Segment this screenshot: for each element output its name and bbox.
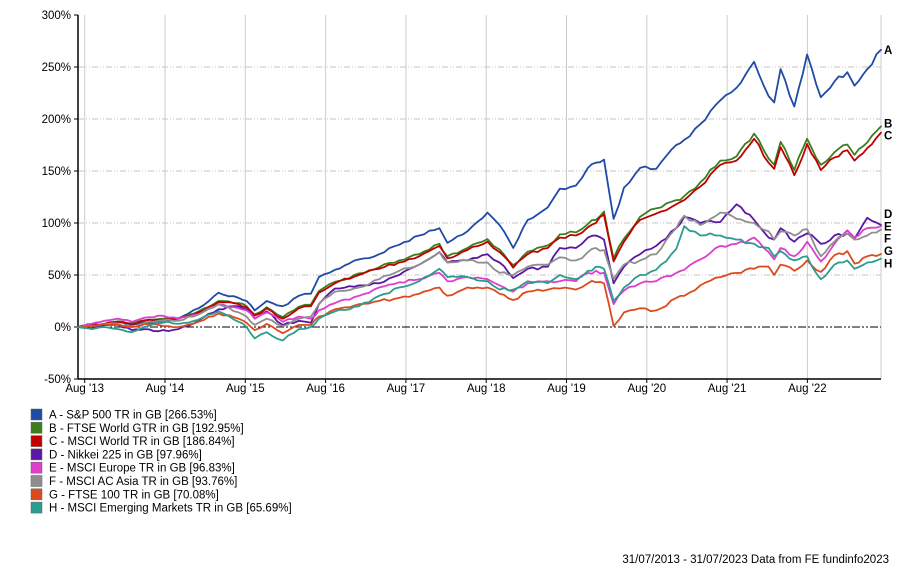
- series-endpoint-label-C: C: [884, 131, 892, 143]
- legend-label-F: F - MSCI AC Asia TR in GB [93.76%]: [49, 476, 237, 488]
- legend-item-H: H - MSCI Emerging Markets TR in GB [65.6…: [30, 501, 292, 515]
- series-C-line: [77, 131, 882, 328]
- series-B-line: [77, 125, 882, 328]
- legend-item-E: E - MSCI Europe TR in GB [96.83%]: [30, 461, 235, 475]
- series-endpoint-label-B: B: [884, 118, 892, 130]
- x-tick-label: Aug '16: [306, 383, 345, 395]
- y-tick-label: 300%: [42, 10, 71, 22]
- legend-swatch-F: [30, 475, 43, 487]
- x-tick-label: Aug '20: [627, 383, 666, 395]
- x-tick-label: Aug '21: [708, 383, 747, 395]
- gridlines: [78, 15, 882, 379]
- series-endpoint-label-A: A: [884, 45, 892, 57]
- series-endpoint-label-G: G: [884, 246, 893, 258]
- legend-label-B: B - FTSE World GTR in GB [192.95%]: [49, 423, 244, 435]
- legend-label-D: D - Nikkei 225 in GB [97.96%]: [49, 449, 202, 461]
- legend-item-B: B - FTSE World GTR in GB [192.95%]: [30, 422, 244, 435]
- legend-item-G: G - FTSE 100 TR in GB [70.08%]: [30, 488, 219, 501]
- legend: A - S&P 500 TR in GB [266.53%]B - FTSE W…: [30, 408, 292, 515]
- axes: 300% 250% 200% 150% 100% 50% 0% -50%Aug '13 Aug …: [42, 10, 881, 395]
- series-endpoint-label-F: F: [884, 234, 891, 246]
- y-tick-label: -50%: [44, 374, 71, 386]
- series-endpoint-label-H: H: [884, 258, 892, 270]
- legend-label-H: H - MSCI Emerging Markets TR in GB [65.6…: [49, 503, 292, 515]
- legend-label-C: C - MSCI World TR in GB [186.84%]: [49, 436, 235, 448]
- x-tick-label: Aug '17: [387, 383, 426, 395]
- y-tick-label: 100%: [42, 218, 71, 230]
- legend-item-A: A - S&P 500 TR in GB [266.53%]: [30, 408, 217, 422]
- y-tick-label: 50%: [48, 270, 71, 282]
- x-tick-label: Aug '13: [65, 383, 104, 395]
- series-G-line: [77, 250, 882, 335]
- legend-item-D: D - Nikkei 225 in GB [97.96%]: [30, 448, 202, 461]
- legend-label-A: A - S&P 500 TR in GB [266.53%]: [49, 410, 217, 422]
- legend-swatch-E: [30, 461, 43, 474]
- y-tick-label: 250%: [42, 62, 71, 74]
- legend-item-F: F - MSCI AC Asia TR in GB [93.76%]: [30, 475, 237, 488]
- legend-swatch-A: [30, 408, 43, 421]
- y-tick-label: 0%: [54, 322, 71, 334]
- legend-swatch-B: [30, 422, 43, 434]
- y-tick-label: 150%: [42, 166, 71, 178]
- legend-swatch-H: [30, 501, 43, 514]
- series-F-line: [77, 211, 882, 328]
- series-H-line: [77, 225, 882, 342]
- legend-item-C: C - MSCI World TR in GB [186.84%]: [30, 435, 235, 448]
- x-tick-label: Aug '15: [226, 383, 265, 395]
- series-endpoint-label-E: E: [884, 221, 892, 233]
- series-endpoint-label-D: D: [884, 209, 892, 221]
- x-tick-label: Aug '22: [788, 383, 827, 395]
- legend-swatch-G: [30, 488, 43, 501]
- legend-swatch-D: [30, 448, 43, 461]
- series-A-line: [77, 48, 882, 328]
- y-tick-label: 200%: [42, 114, 71, 126]
- date-range-source-note: 31/07/2013 - 31/07/2023 Data from FE fun…: [622, 554, 889, 566]
- series-lines: [77, 48, 882, 342]
- x-tick-label: Aug '14: [146, 383, 185, 395]
- legend-label-E: E - MSCI Europe TR in GB [96.83%]: [49, 463, 235, 475]
- x-tick-label: Aug '18: [467, 383, 506, 395]
- legend-swatch-C: [30, 435, 43, 447]
- x-tick-label: Aug '19: [547, 383, 586, 395]
- legend-label-G: G - FTSE 100 TR in GB [70.08%]: [49, 489, 219, 501]
